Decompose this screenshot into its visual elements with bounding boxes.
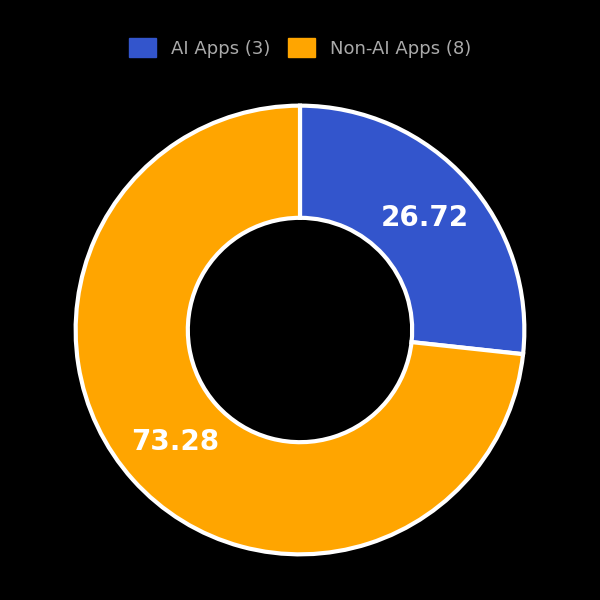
- Wedge shape: [300, 106, 524, 354]
- Text: 73.28: 73.28: [131, 428, 219, 457]
- Wedge shape: [76, 106, 523, 554]
- Text: 26.72: 26.72: [381, 203, 469, 232]
- Legend: AI Apps (3), Non-AI Apps (8): AI Apps (3), Non-AI Apps (8): [120, 29, 480, 67]
